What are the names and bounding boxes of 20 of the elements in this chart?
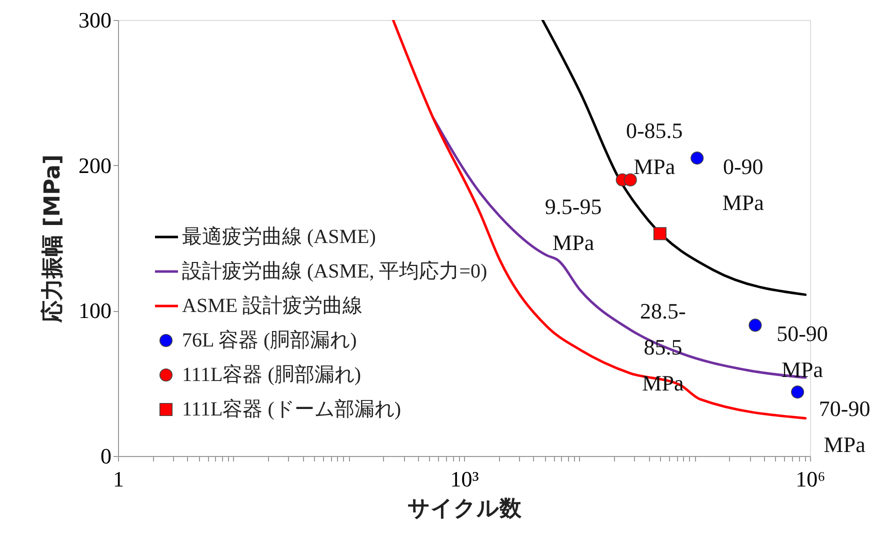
legend-label: 最適疲労曲線 (ASME) <box>182 226 376 248</box>
annotation: 0-85.5 MPa <box>626 118 683 179</box>
legend-label: 111L容器 (胴部漏れ) <box>182 364 362 386</box>
annotation: 9.5-95 MPa <box>544 194 602 255</box>
legend-label: 76L 容器 (胴部漏れ) <box>182 330 357 352</box>
y-tick-label: 0 <box>100 444 112 468</box>
x-tick-label: 10³ <box>450 466 480 492</box>
y-tick-label: 200 <box>78 152 112 178</box>
y-tick-label: 300 <box>78 8 112 32</box>
x-tick-label: 1 <box>113 466 124 492</box>
annotation: 50-90 MPa <box>776 321 828 382</box>
y-tick-label: 100 <box>78 298 112 324</box>
annotation: 0-90 MPa <box>722 154 764 216</box>
x-tick-label: 10⁶ <box>796 466 826 492</box>
legend-label: 設計疲労曲線 (ASME, 平均応力=0) <box>182 260 488 282</box>
x-axis-title: サイクル数 <box>408 496 522 522</box>
y-axis-title: 応力振幅 [MPa] <box>40 154 66 324</box>
legend-label: 111L容器 (ドーム部漏れ) <box>182 398 402 420</box>
legend-label: ASME 設計疲労曲線 <box>182 295 363 317</box>
annotation: 70-90 MPa <box>818 396 870 458</box>
